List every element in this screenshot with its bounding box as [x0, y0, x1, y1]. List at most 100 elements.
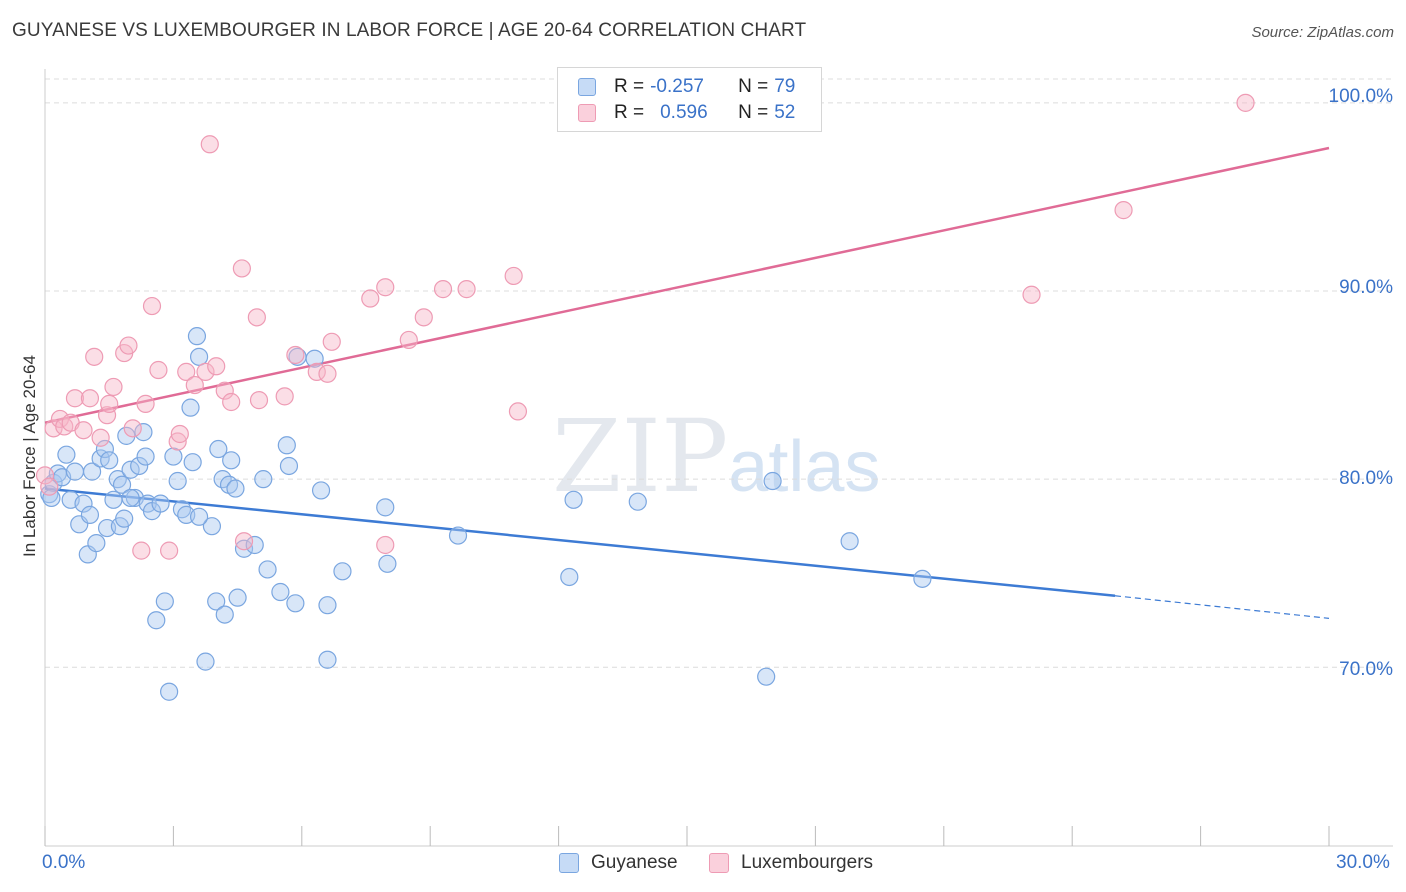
legend-n-value: 52: [774, 102, 796, 123]
data-point: [763, 471, 782, 491]
data-point: [177, 362, 196, 381]
data-point: [215, 381, 234, 400]
correlation-legend: R = -0.257 N = 79 R = 0.596 N = 52: [557, 67, 822, 132]
data-point: [117, 426, 136, 445]
data-point: [508, 402, 528, 421]
data-point: [1236, 93, 1255, 112]
grid-lines: [45, 78, 1393, 668]
data-point: [228, 588, 247, 607]
data-point: [414, 308, 433, 327]
data-point: [254, 470, 273, 489]
data-point: [168, 432, 187, 451]
data-point: [147, 611, 166, 630]
data-point: [189, 507, 209, 526]
data-point: [245, 535, 264, 555]
data-point: [136, 394, 155, 413]
data-point: [80, 389, 100, 408]
data-point: [275, 387, 294, 406]
data-point: [104, 490, 123, 509]
data-point: [104, 377, 123, 397]
data-point: [234, 539, 254, 558]
data-point: [1114, 201, 1133, 220]
data-point: [311, 481, 331, 500]
legend-r-label: R =: [614, 76, 645, 97]
data-point: [226, 479, 245, 498]
data-point: [115, 509, 134, 528]
data-point: [136, 447, 155, 466]
axes: [44, 69, 1393, 847]
data-point: [232, 259, 251, 278]
data-point: [95, 439, 115, 459]
data-point: [65, 389, 85, 408]
data-point: [119, 336, 138, 355]
data-points: [35, 93, 1255, 701]
data-point: [376, 278, 395, 297]
data-point: [160, 541, 179, 560]
trendline-extension: [1114, 595, 1330, 619]
data-point: [361, 289, 380, 308]
data-point: [100, 451, 119, 470]
data-point: [57, 445, 76, 464]
data-point: [74, 421, 93, 440]
data-point: [279, 456, 299, 476]
data-point: [286, 594, 305, 613]
data-point: [234, 532, 254, 551]
y-axis-label: In Labor Force | Age 20-64: [20, 355, 39, 557]
data-point: [209, 439, 228, 459]
y-tick-label: 90.0%: [1339, 277, 1393, 298]
y-tick-label: 80.0%: [1339, 468, 1393, 489]
data-point: [168, 471, 187, 491]
data-point: [196, 362, 215, 381]
legend-swatch: [559, 853, 579, 873]
data-point: [134, 423, 153, 442]
data-point: [333, 562, 352, 581]
watermark-atlas: atlas: [728, 427, 881, 507]
data-point: [112, 475, 132, 494]
trendline: [44, 487, 1116, 598]
data-point: [74, 494, 93, 513]
series-legend-luxembourgers: Luxembourgers: [709, 852, 873, 874]
data-point: [189, 347, 209, 366]
legend-r-value: 0.596: [660, 102, 708, 123]
data-point: [258, 560, 277, 579]
data-point: [142, 296, 162, 316]
data-point: [97, 406, 117, 425]
legend-row-guyanese: R = -0.257 N = 79: [578, 75, 795, 99]
series-name: Luxembourgers: [741, 852, 874, 873]
legend-swatch: [578, 78, 596, 96]
data-point: [913, 569, 932, 588]
data-point: [80, 505, 100, 524]
data-point: [560, 567, 579, 587]
x-tick-label: 0.0%: [42, 852, 86, 873]
data-point: [207, 592, 226, 611]
y-tick-label: 100.0%: [1328, 86, 1393, 107]
data-point: [247, 308, 266, 327]
series-legend: Guyanese Luxembourgers: [0, 852, 1406, 876]
legend-n-label: N =: [738, 76, 769, 97]
data-point: [123, 419, 142, 438]
data-point: [376, 535, 395, 555]
data-point: [376, 498, 395, 517]
data-point: [399, 330, 418, 350]
data-point: [200, 135, 219, 154]
legend-row-luxembourgers: R = 0.596 N = 52: [578, 101, 795, 125]
legend-swatch: [578, 104, 596, 122]
source-label: Source: ZipAtlas.com: [1251, 24, 1394, 41]
data-point: [160, 682, 179, 701]
legend-r-value: -0.257: [650, 76, 704, 97]
chart-title: GUYANESE VS LUXEMBOURGER IN LABOR FORCE …: [12, 20, 807, 41]
data-point: [40, 477, 59, 496]
data-point: [318, 596, 337, 615]
data-point: [564, 490, 583, 509]
data-point: [504, 266, 523, 286]
data-point: [249, 391, 269, 410]
data-point: [277, 436, 296, 455]
x-tick-label: 30.0%: [1336, 852, 1390, 873]
data-point: [130, 456, 149, 476]
data-point: [207, 357, 226, 376]
data-point: [1022, 285, 1041, 304]
data-point: [222, 392, 241, 412]
data-point: [187, 327, 207, 346]
data-point: [181, 398, 200, 417]
